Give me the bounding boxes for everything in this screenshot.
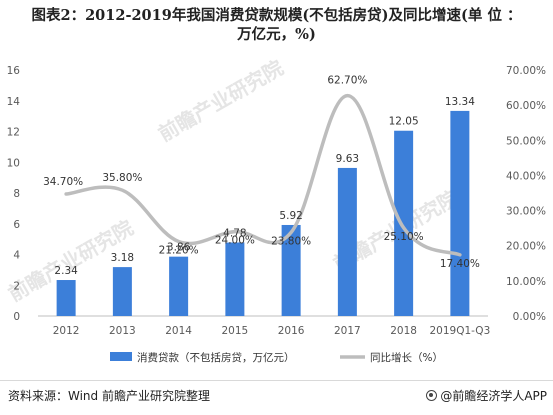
line-value-label: 17.40% bbox=[440, 258, 480, 270]
line-value-label: 35.80% bbox=[102, 172, 142, 184]
footer-divider bbox=[0, 380, 553, 381]
bar-value-label: 3.18 bbox=[111, 252, 134, 264]
bar bbox=[394, 130, 414, 316]
line-value-label: 21.20% bbox=[159, 244, 199, 256]
x-tick-label: 2013 bbox=[109, 325, 136, 337]
x-tick-label: 2016 bbox=[278, 325, 305, 337]
bar-value-label: 4.78 bbox=[223, 228, 246, 240]
line-value-label: 34.70% bbox=[43, 176, 83, 188]
bar-value-label: 12.05 bbox=[389, 116, 419, 128]
bar bbox=[225, 242, 245, 316]
y-left-tick-label: 6 bbox=[13, 219, 20, 231]
x-tick-label: 2014 bbox=[165, 325, 192, 337]
x-tick-label: 2012 bbox=[53, 325, 80, 337]
bar-value-label: 5.92 bbox=[279, 210, 302, 222]
y-left-tick-label: 12 bbox=[7, 127, 20, 139]
y-left-tick-label: 16 bbox=[7, 65, 21, 77]
y-left-tick-label: 0 bbox=[13, 311, 20, 323]
brand-mark: @前瞻经济学人APP bbox=[426, 387, 547, 404]
y-right-tick-label: 10.00% bbox=[506, 276, 546, 288]
y-right-tick-label: 70.00% bbox=[506, 65, 546, 77]
y-right-tick-label: 60.00% bbox=[506, 100, 546, 112]
bar-value-label: 9.63 bbox=[336, 153, 359, 165]
line-value-label: 23.80% bbox=[271, 235, 311, 247]
y-right-tick-label: 50.00% bbox=[506, 135, 546, 147]
y-left-tick-label: 4 bbox=[13, 250, 20, 262]
bar-value-label: 13.34 bbox=[445, 96, 475, 108]
bar-value-label: 3.86 bbox=[167, 242, 191, 254]
y-left-tick-label: 2 bbox=[13, 280, 20, 292]
x-tick-label: 2015 bbox=[222, 325, 249, 337]
x-tick-label: 2018 bbox=[390, 325, 417, 337]
chart-title-line2: 万亿元，%) bbox=[237, 26, 316, 43]
growth-line bbox=[64, 93, 462, 257]
legend-bar-label: 消费贷款（不包括房贷，万亿元） bbox=[137, 351, 295, 364]
bar bbox=[450, 110, 470, 317]
bar bbox=[281, 224, 301, 316]
bar bbox=[56, 280, 76, 316]
y-left-tick-label: 14 bbox=[7, 96, 21, 108]
brand-text: @前瞻经济学人APP bbox=[440, 389, 547, 403]
legend-bar-swatch bbox=[110, 352, 132, 361]
source-note: 资料来源：Wind 前瞻产业研究院整理 bbox=[8, 389, 210, 403]
bar-value-label: 2.34 bbox=[54, 265, 78, 277]
line-value-label: 24.00% bbox=[215, 235, 255, 247]
y-left-tick-label: 8 bbox=[13, 188, 20, 200]
chart-title: 图表2：2012-2019年我国消费贷款规模(不包括房贷)及同比增速(单 位 ：… bbox=[0, 6, 553, 44]
chart-title-line1: 图表2：2012-2019年我国消费贷款规模(不包括房贷)及同比增速(单 位 ： bbox=[31, 7, 522, 24]
line-value-label: 62.70% bbox=[327, 75, 367, 87]
line-value-label: 25.10% bbox=[384, 231, 424, 243]
y-right-tick-label: 40.00% bbox=[506, 170, 546, 182]
legend-line-label: 同比增长（%） bbox=[370, 351, 443, 364]
bar bbox=[169, 256, 189, 316]
y-left-tick-label: 10 bbox=[7, 157, 20, 169]
y-right-tick-label: 30.00% bbox=[506, 206, 546, 218]
x-tick-label: 2017 bbox=[334, 325, 361, 337]
y-right-tick-label: 0.00% bbox=[513, 311, 546, 323]
bar bbox=[337, 167, 357, 316]
x-tick-label: 2019Q1-Q3 bbox=[429, 325, 490, 337]
combo-chart: 0 2 4 6 8 10 12 14 16 0.00% 10.00% 20.00% 30.00% 40.0… bbox=[7, 65, 546, 364]
brand-logo-icon bbox=[426, 390, 438, 401]
bar bbox=[112, 267, 132, 316]
y-right-tick-label: 20.00% bbox=[506, 241, 546, 253]
